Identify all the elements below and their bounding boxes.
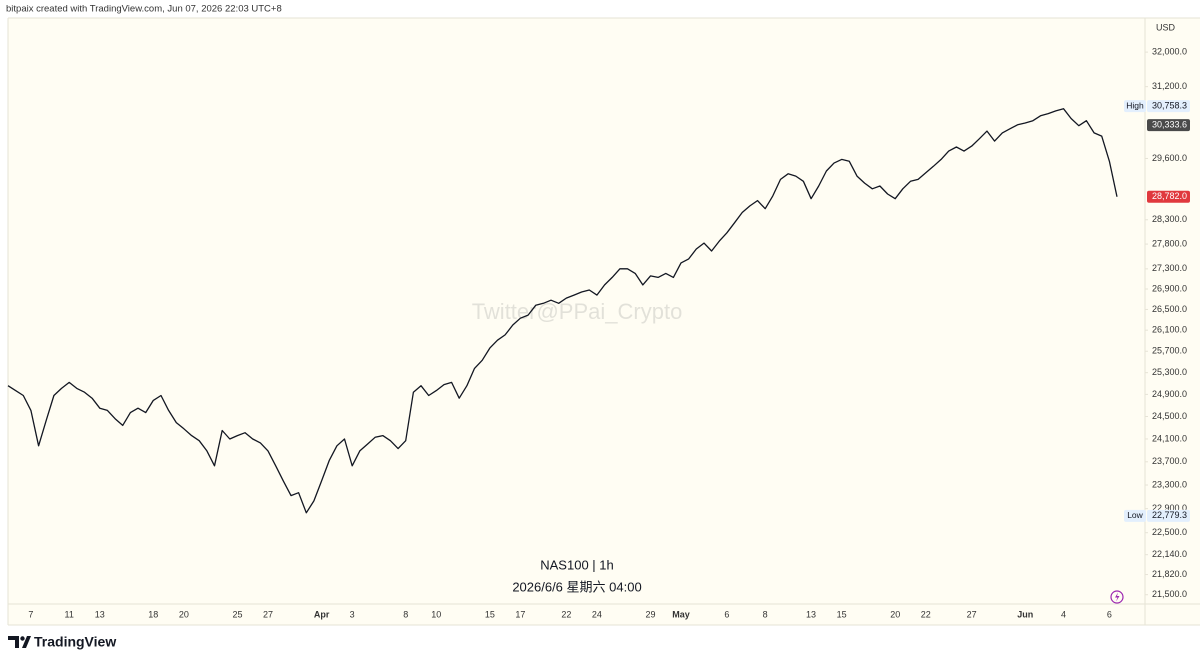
- alert-icon[interactable]: [1110, 590, 1124, 604]
- y-tick-label: 23,300.0: [1152, 479, 1187, 489]
- alert-bolt[interactable]: [1115, 592, 1120, 602]
- price-line: [7, 108, 1118, 514]
- x-tick-label: 8: [763, 609, 768, 619]
- y-tick-label: 25,300.0: [1152, 367, 1187, 377]
- price-marker-label: 28,782.0: [1152, 191, 1187, 201]
- x-tick-label: 27: [263, 609, 273, 619]
- x-tick-label: 15: [485, 609, 495, 619]
- price-marker-label: 30,758.3: [1152, 100, 1187, 110]
- y-tick-label: 32,000.0: [1152, 46, 1187, 56]
- x-tick-label: 7: [28, 609, 33, 619]
- y-tick-label: 21,820.0: [1152, 569, 1187, 579]
- logo-mark-t: [8, 636, 19, 648]
- x-tick-label: 13: [95, 609, 105, 619]
- x-tick-label: 15: [837, 609, 847, 619]
- x-tick-label: 20: [179, 609, 189, 619]
- x-tick-label: 10: [431, 609, 441, 619]
- currency-label: USD: [1156, 22, 1176, 32]
- y-tick-label: 29,600.0: [1152, 153, 1187, 163]
- y-tick-label: 28,300.0: [1152, 214, 1187, 224]
- x-tick-label: 18: [148, 609, 158, 619]
- logo-mark-dot: [20, 636, 25, 641]
- marker-tag-label: High: [1126, 100, 1144, 110]
- price-marker-label: 22,779.3: [1152, 510, 1187, 520]
- y-tick-label: 21,500.0: [1152, 589, 1187, 599]
- price-marker: [1147, 190, 1190, 203]
- alert-circle[interactable]: [1110, 590, 1124, 604]
- x-tick-label: 4: [1061, 609, 1066, 619]
- y-tick-label: 27,300.0: [1152, 263, 1187, 273]
- x-tick-label: 29: [645, 609, 655, 619]
- x-tick-label: 24: [592, 609, 602, 619]
- crosshair-time: 2026/6/6 星期六 04:00: [512, 579, 641, 594]
- y-tick-label: 25,700.0: [1152, 346, 1187, 356]
- y-tick-label: 22,500.0: [1152, 527, 1187, 537]
- y-tick-label: 26,100.0: [1152, 325, 1187, 335]
- x-tick-label: 13: [806, 609, 816, 619]
- marker-tag: [1124, 509, 1146, 522]
- y-tick-label: 24,100.0: [1152, 433, 1187, 443]
- x-tick-label: 3: [350, 609, 355, 619]
- y-tick-label: 27,800.0: [1152, 238, 1187, 248]
- logo-text: TradingView: [34, 634, 116, 650]
- x-tick-label: 17: [515, 609, 525, 619]
- watermark: Twitter@PPai_Crypto: [472, 299, 683, 324]
- x-tick-label: May: [672, 609, 690, 619]
- y-tick-label: 22,900.0: [1152, 503, 1187, 513]
- y-tick-label: 22,140.0: [1152, 549, 1187, 559]
- price-marker-label: 30,333.6: [1152, 119, 1187, 129]
- y-tick-label: 26,900.0: [1152, 283, 1187, 293]
- x-tick-label: 6: [1107, 609, 1112, 619]
- x-tick-label: 20: [890, 609, 900, 619]
- marker-tag: [1124, 100, 1146, 113]
- x-tick-label: 22: [921, 609, 931, 619]
- price-marker: [1147, 100, 1190, 113]
- x-tick-label: 27: [967, 609, 977, 619]
- price-marker: [1147, 509, 1190, 522]
- x-tick-label: 22: [561, 609, 571, 619]
- y-tick-label: 24,500.0: [1152, 411, 1187, 421]
- x-tick-label: 8: [403, 609, 408, 619]
- y-tick-label: 23,700.0: [1152, 456, 1187, 466]
- logo-mark-v: [22, 636, 31, 648]
- plot-background: [8, 18, 1200, 625]
- marker-tag-label: Low: [1127, 510, 1143, 520]
- x-tick-label: 25: [232, 609, 242, 619]
- tradingview-logo: TradingView: [8, 634, 116, 650]
- y-tick-label: 26,500.0: [1152, 304, 1187, 314]
- x-tick-label: Apr: [314, 609, 330, 619]
- y-tick-label: 31,200.0: [1152, 81, 1187, 91]
- symbol-label: NAS100 | 1h: [540, 557, 613, 572]
- x-tick-label: Jun: [1017, 609, 1033, 619]
- x-tick-label: 6: [724, 609, 729, 619]
- price-marker: [1147, 119, 1190, 132]
- header-text: bitpaix created with TradingView.com, Ju…: [6, 4, 282, 15]
- x-tick-label: 11: [65, 609, 74, 619]
- y-tick-label: 24,900.0: [1152, 389, 1187, 399]
